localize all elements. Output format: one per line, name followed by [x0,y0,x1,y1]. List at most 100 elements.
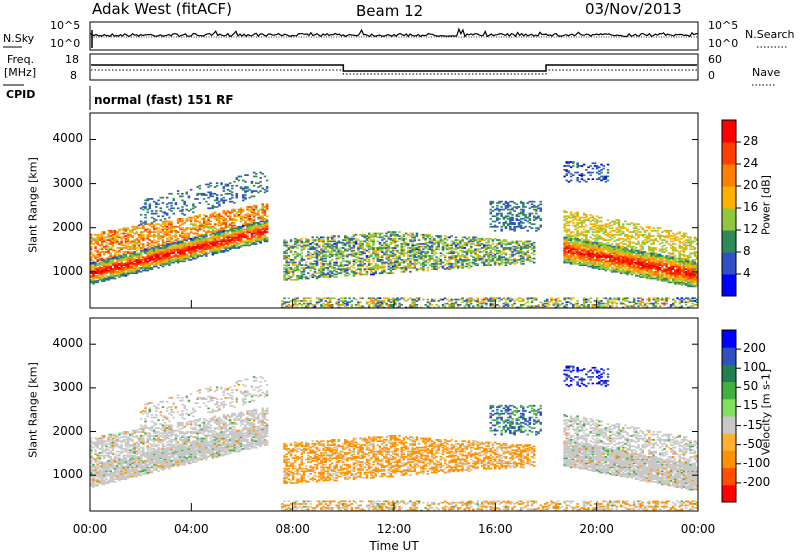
power-cell [582,225,586,228]
power-cell [163,260,167,263]
power-cell [237,225,241,228]
power-cell [126,251,130,253]
power-cell [565,259,568,261]
power-cell [153,245,156,248]
power-cell [142,208,145,211]
power-cell [174,232,178,235]
power-cell [257,232,260,235]
power-cell [352,253,356,256]
power-cell [131,241,134,244]
power-cell [387,249,390,252]
power-cell [446,267,449,269]
power-cell [283,243,286,245]
power-cell [470,255,473,257]
power-cell [291,273,295,276]
power-cell [248,219,251,222]
power-cell [515,259,519,261]
power-cell [315,276,319,278]
power-cell [252,216,256,219]
power-cell [420,256,423,259]
power-cell [589,247,592,249]
power-cell [246,241,249,244]
power-cell [283,273,286,276]
power-cell [300,276,304,278]
power-cell [446,245,449,248]
power-cell [226,192,230,195]
power-cell [150,257,154,260]
power-cell [322,302,325,305]
power-cell [404,244,408,247]
power-cell [565,222,568,224]
power-cell [166,240,169,243]
power-cell [194,251,197,253]
power-cell [519,200,523,203]
power-cell [563,253,566,256]
power-cell [118,273,121,276]
power-cell [120,237,123,240]
power-cell [283,302,286,305]
power-cell [357,256,360,259]
power-cell [242,244,245,247]
power-cell [582,222,586,224]
power-cell [381,251,384,253]
power-cell [172,225,175,228]
power-cell [567,220,571,223]
power-cell [320,236,323,239]
power-cell [413,298,416,301]
power-cell [302,247,306,249]
power-cell [522,247,525,249]
power-cell [485,297,488,300]
power-cell [370,302,373,305]
power-cell [94,281,97,284]
power-cell [394,301,397,304]
power-cell [309,267,312,269]
power-cell [224,239,228,241]
frequency-line [91,64,697,72]
power-cell [302,259,306,261]
power-cell [572,247,575,249]
power-cell [231,225,234,228]
power-cell [509,243,512,245]
power-cell [153,247,156,249]
power-cell [189,240,193,243]
power-cell [389,270,393,273]
power-cell [400,244,403,247]
power-cell [222,222,225,224]
power-cell [417,248,421,251]
power-cell [446,248,449,251]
power-cell [352,233,356,236]
power-cell [569,297,573,300]
power-cell [522,202,525,204]
power-cell [357,260,360,263]
power-cell [239,212,243,215]
power-cell [116,247,119,249]
power-cell [582,264,586,267]
power-cell [100,274,104,277]
power-cell [587,241,590,244]
power-cell [404,237,408,240]
power-cell [378,241,382,244]
power-cell [296,239,299,241]
power-cell [179,243,182,245]
power-cell [417,245,421,248]
power-cell [519,224,523,227]
power-cell [335,268,338,271]
power-cell [567,228,571,231]
power-cell [496,243,499,245]
power-cell [176,249,180,252]
power-cell [183,232,186,235]
power-cell [407,259,410,261]
power-cell [500,240,503,243]
power-cell [565,248,568,251]
power-cell [218,229,221,232]
power-cell [580,175,584,178]
power-cell [465,263,469,265]
power-cell [533,223,536,226]
power-cell [394,237,397,240]
power-cell [472,251,475,253]
power-cell [389,235,393,237]
power-cell [535,208,538,211]
power-cell [372,265,375,268]
power-cell [285,240,288,243]
power-cell [248,228,251,231]
